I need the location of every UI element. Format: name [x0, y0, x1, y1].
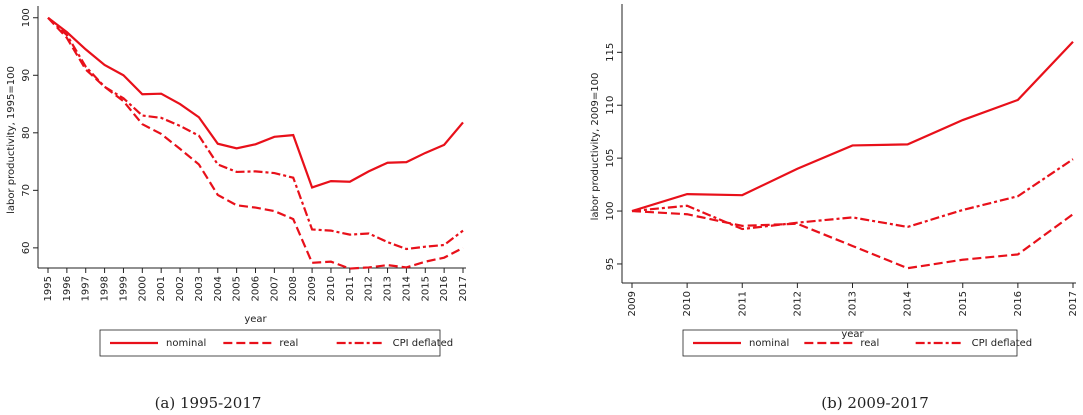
series-line: [47, 16, 464, 189]
x-tick-label: 2011: [345, 276, 356, 301]
caption: (b) 2009-2017: [821, 394, 929, 412]
x-tick-label: 1998: [100, 276, 111, 301]
legend-label: CPI deflated: [393, 338, 454, 349]
y-tick-label: 110: [605, 96, 616, 115]
x-tick-label: 2007: [269, 276, 280, 301]
legend-label: nominal: [166, 338, 206, 349]
y-tick-label: 100: [605, 201, 616, 220]
x-tick-label: 2013: [383, 276, 394, 301]
x-tick-label: 2017: [458, 276, 469, 301]
x-tick-label: 1999: [118, 276, 129, 301]
x-tick-label: 2004: [213, 276, 224, 301]
y-axis-label: labor productivity, 1995=100: [6, 66, 17, 214]
x-tick-label: 2012: [792, 291, 803, 316]
x-tick-label: 2014: [903, 291, 914, 316]
x-tick-label: 2008: [288, 276, 299, 301]
x-tick-label: 2017: [1068, 291, 1079, 316]
y-tick-label: 95: [605, 258, 616, 271]
y-tick-label: 100: [21, 8, 32, 27]
x-tick-label: 2009: [627, 291, 638, 316]
x-tick-label: 2010: [682, 291, 693, 316]
legend-box: [682, 329, 1018, 357]
x-tick-label: 2001: [156, 276, 167, 301]
x-tick-label: 1997: [81, 276, 92, 301]
x-tick-label: 2013: [848, 291, 859, 316]
x-tick-label: 2015: [958, 291, 969, 316]
x-tick-label: 2012: [364, 276, 375, 301]
series-line: [631, 158, 1074, 231]
y-tick-label: 70: [21, 184, 32, 197]
x-tick-label: 2003: [194, 276, 205, 301]
series-line: [631, 40, 1074, 213]
y-axis-label: labor productivity, 2009=100: [590, 73, 601, 221]
x-tick-label: 2010: [326, 276, 337, 301]
y-tick-label: 115: [605, 43, 616, 62]
series-line: [631, 209, 1074, 270]
legend-label: real: [860, 338, 879, 349]
y-tick-label: 80: [21, 126, 32, 139]
x-tick-label: 2005: [232, 276, 243, 301]
y-tick-label: 105: [605, 149, 616, 168]
x-tick-label: 2006: [251, 276, 262, 301]
x-tick-label: 1996: [62, 276, 73, 301]
legend-label: CPI deflated: [972, 338, 1033, 349]
x-tick-label: 2014: [401, 276, 412, 301]
x-tick-label: 2009: [307, 276, 318, 301]
legend-box: [99, 329, 441, 357]
legend-label: real: [279, 338, 298, 349]
y-tick-label: 90: [21, 69, 32, 82]
x-axis-label: year: [841, 329, 864, 340]
x-tick-label: 2000: [137, 276, 148, 301]
caption: (a) 1995-2017: [155, 394, 262, 412]
x-tick-label: 2015: [420, 276, 431, 301]
x-axis-label: year: [244, 314, 267, 325]
x-tick-label: 2016: [439, 276, 450, 301]
y-tick-label: 60: [21, 241, 32, 254]
x-tick-label: 2002: [175, 276, 186, 301]
series-line: [47, 17, 464, 270]
legend-label: nominal: [749, 338, 789, 349]
x-tick-label: 2016: [1013, 291, 1024, 316]
x-tick-label: 1995: [43, 276, 54, 301]
x-tick-label: 2011: [737, 291, 748, 316]
series-line: [47, 16, 464, 251]
